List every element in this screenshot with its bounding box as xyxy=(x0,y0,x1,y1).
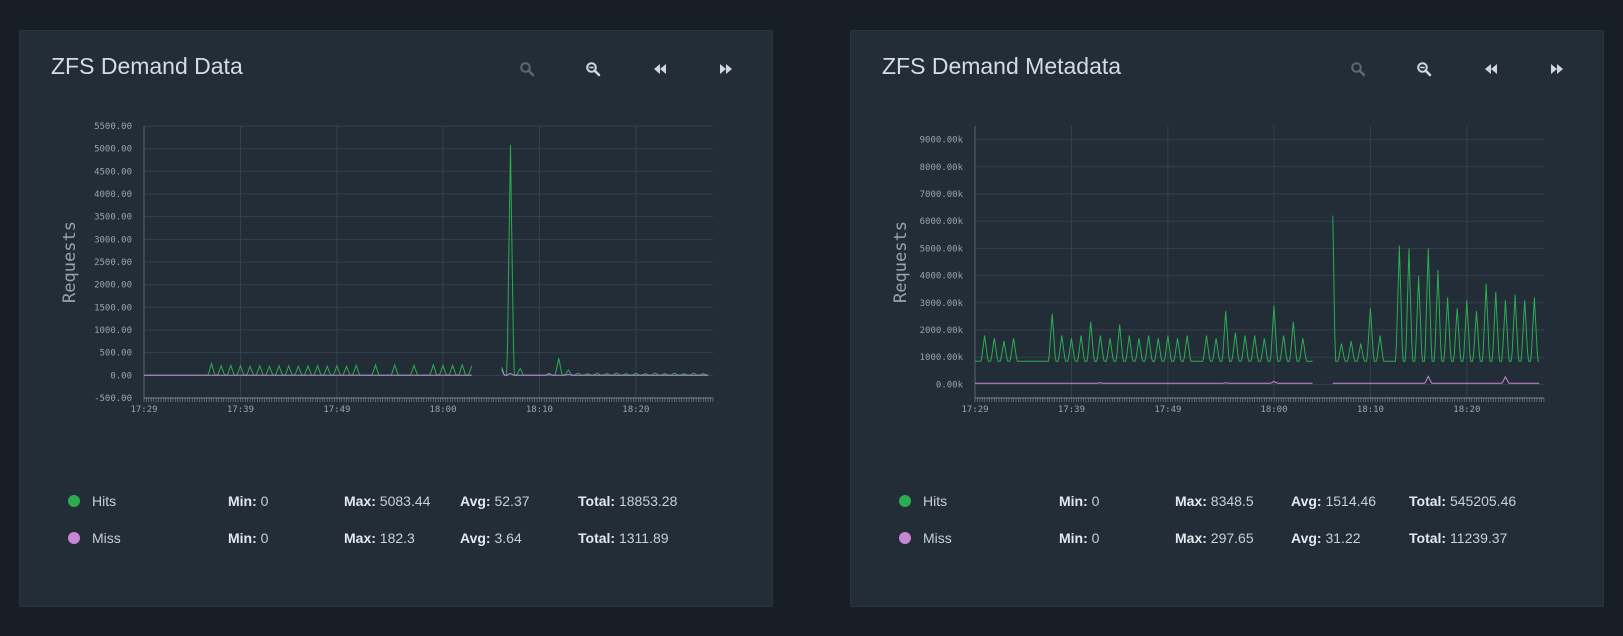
legend-row-miss: Miss Min: 0 Max: 297.65 Avg: 31.22 Total… xyxy=(851,528,1603,550)
x-tick-label: 18:00 xyxy=(1260,405,1287,415)
rewind-icon[interactable] xyxy=(646,57,674,81)
chart-panel-demand-metadata: ZFS Demand Metadata 0.00k 1000.00k 2000.00… xyxy=(850,30,1604,607)
zoom-out-icon[interactable] xyxy=(1410,57,1438,81)
y-tick-label: 6000.00k xyxy=(920,217,964,227)
stat-max: Max: 5083.44 xyxy=(344,493,431,509)
x-tick-label: 18:20 xyxy=(622,405,649,415)
stat-total: Total: 18853.28 xyxy=(578,493,678,509)
y-tick-label: 4500.00 xyxy=(94,167,132,177)
chart-grid: 0.00k 1000.00k 2000.00k 3000.00k 4000.00k 500… xyxy=(920,126,1545,415)
legend-row-miss: Miss Min: 0 Max: 182.3 Avg: 3.64 Total: … xyxy=(20,528,772,550)
x-axis-minor-ticks xyxy=(974,398,1545,402)
stat-max: Max: 8348.5 xyxy=(1175,493,1254,509)
x-tick-label: 18:10 xyxy=(526,405,553,415)
x-tick-label: 17:39 xyxy=(1058,405,1085,415)
series-line-hits xyxy=(975,215,1540,362)
stat-min: Min: 0 xyxy=(228,530,269,546)
y-tick-label: 3000.00k xyxy=(920,299,964,309)
x-tick-label: 17:49 xyxy=(323,405,350,415)
y-tick-label: 5000.00k xyxy=(920,244,964,254)
y-axis-label: Requests xyxy=(60,221,80,303)
legend-dot-miss xyxy=(68,532,80,544)
rewind-icon[interactable] xyxy=(1477,57,1505,81)
x-tick-label: 17:29 xyxy=(130,405,157,415)
y-tick-label: 2000.00k xyxy=(920,326,964,336)
line-chart: 0.00k 1000.00k 2000.00k 3000.00k 4000.00k 500… xyxy=(891,126,1545,415)
y-tick-label: 2000.00 xyxy=(94,281,132,291)
x-tick-label: 17:29 xyxy=(961,405,988,415)
legend-series-name: Miss xyxy=(92,530,121,546)
series-line-miss xyxy=(975,375,1540,384)
y-tick-label: 4000.00 xyxy=(94,190,132,200)
y-tick-label: 8000.00k xyxy=(920,163,964,173)
x-tick-label: 17:39 xyxy=(227,405,254,415)
y-tick-label: 4000.00k xyxy=(920,272,964,282)
legend-row-hits: Hits Min: 0 Max: 8348.5 Avg: 1514.46 Tot… xyxy=(851,491,1603,513)
chart-panel-demand-data: ZFS Demand Data -500.00 0.00 500.00 1000.00… xyxy=(19,30,773,607)
legend-dot-hits xyxy=(899,495,911,507)
legend-dot-hits xyxy=(68,495,80,507)
y-tick-label: 2500.00 xyxy=(94,258,132,268)
x-tick-label: 18:20 xyxy=(1453,405,1480,415)
stat-total: Total: 1311.89 xyxy=(578,530,669,546)
stat-avg: Avg: 52.37 xyxy=(460,493,530,509)
x-tick-label: 17:49 xyxy=(1154,405,1181,415)
legend-series-name: Miss xyxy=(923,530,952,546)
series-line-hits xyxy=(144,144,709,376)
legend-row-hits: Hits Min: 0 Max: 5083.44 Avg: 52.37 Tota… xyxy=(20,491,772,513)
line-chart: -500.00 0.00 500.00 1000.00 1500.00 2000.00 25… xyxy=(60,122,714,415)
y-tick-label: 0.00 xyxy=(110,371,132,381)
stat-min: Min: 0 xyxy=(1059,493,1100,509)
y-tick-label: 5500.00 xyxy=(94,122,132,132)
legend-series-name: Hits xyxy=(92,493,117,509)
stat-max: Max: 182.3 xyxy=(344,530,415,546)
fast-forward-icon[interactable] xyxy=(1543,57,1571,81)
y-tick-label: 3500.00 xyxy=(94,213,132,223)
stat-avg: Avg: 1514.46 xyxy=(1291,493,1377,509)
chart-grid: -500.00 0.00 500.00 1000.00 1500.00 2000.00 25… xyxy=(94,122,714,415)
y-tick-label: 3000.00 xyxy=(94,235,132,245)
legend-dot-miss xyxy=(899,532,911,544)
panel-title: ZFS Demand Metadata xyxy=(882,53,1122,79)
y-tick-label: 1000.00 xyxy=(94,326,132,336)
y-tick-label: 1500.00 xyxy=(94,303,132,313)
y-tick-label: 5000.00 xyxy=(94,145,132,155)
x-tick-label: 18:00 xyxy=(429,405,456,415)
panel-title: ZFS Demand Data xyxy=(51,53,243,79)
series-line-miss xyxy=(144,369,709,376)
stat-total: Total: 11239.37 xyxy=(1409,530,1508,546)
y-tick-label: 1000.00k xyxy=(920,353,964,363)
y-tick-label: -500.00 xyxy=(94,394,132,404)
y-tick-label: 9000.00k xyxy=(920,136,964,146)
y-tick-label: 7000.00k xyxy=(920,190,964,200)
x-tick-label: 18:10 xyxy=(1357,405,1384,415)
stat-min: Min: 0 xyxy=(1059,530,1100,546)
x-axis-minor-ticks xyxy=(143,398,714,402)
zoom-out-icon[interactable] xyxy=(579,57,607,81)
y-axis-label: Requests xyxy=(891,221,911,303)
stat-max: Max: 297.65 xyxy=(1175,530,1254,546)
legend-series-name: Hits xyxy=(923,493,948,509)
y-tick-label: 0.00k xyxy=(936,380,964,390)
stat-avg: Avg: 31.22 xyxy=(1291,530,1361,546)
zoom-in-icon xyxy=(513,57,541,81)
stat-avg: Avg: 3.64 xyxy=(460,530,522,546)
y-tick-label: 500.00 xyxy=(99,349,132,359)
zoom-in-icon xyxy=(1344,57,1372,81)
stat-total: Total: 545205.46 xyxy=(1409,493,1517,509)
stat-min: Min: 0 xyxy=(228,493,269,509)
fast-forward-icon[interactable] xyxy=(712,57,740,81)
